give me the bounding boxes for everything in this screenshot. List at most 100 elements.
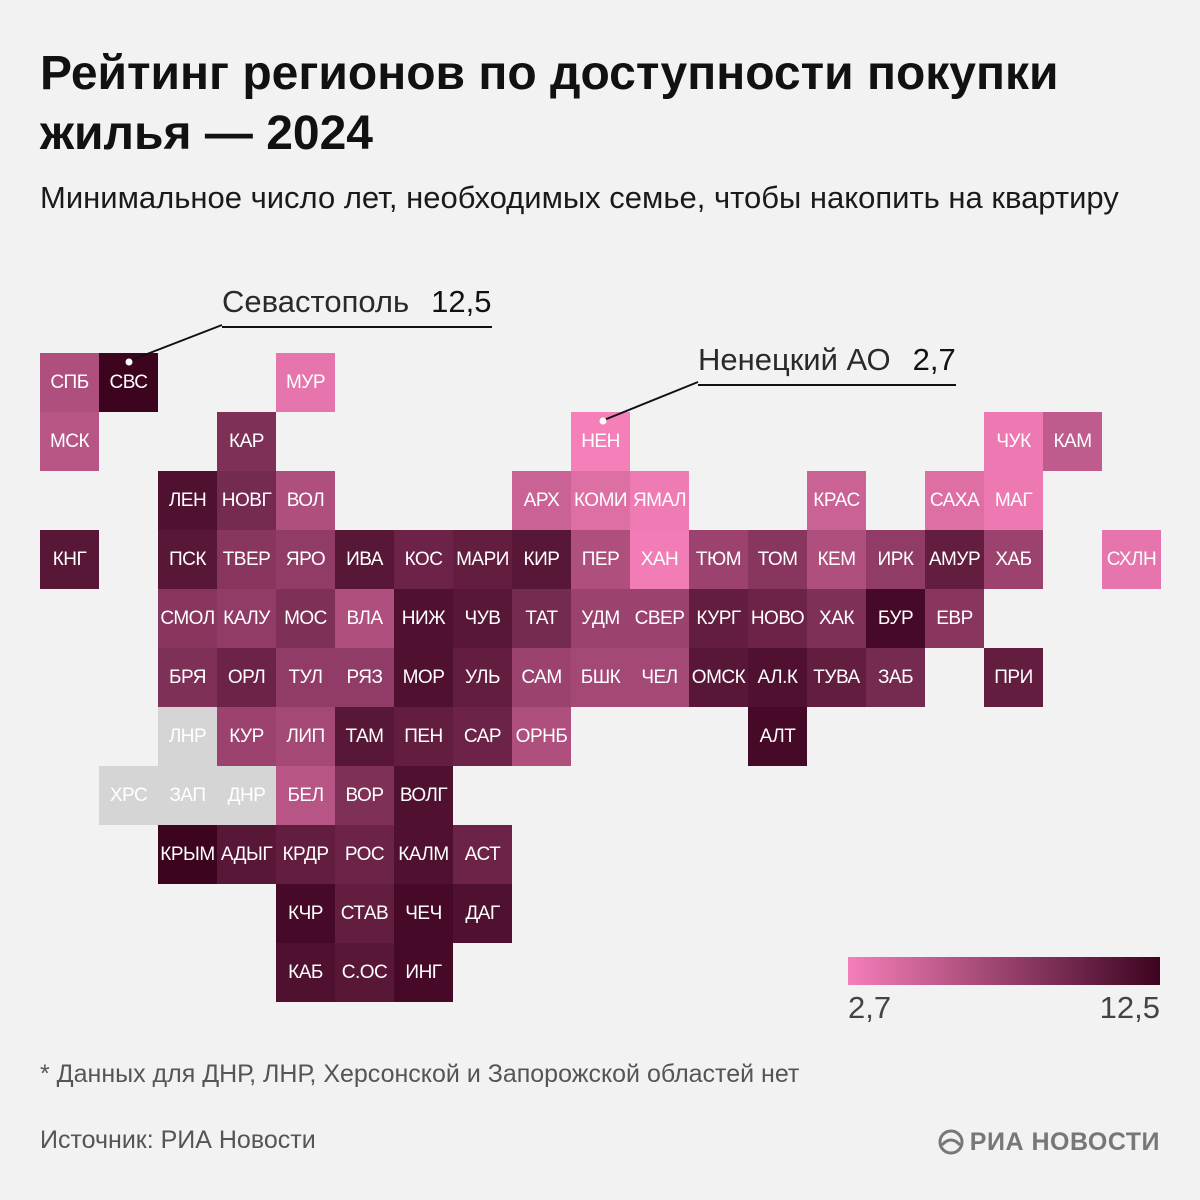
- region-tile-кос: КОС: [394, 530, 453, 589]
- region-tile-ряз: РЯЗ: [335, 648, 394, 707]
- region-tile-инг: ИНГ: [394, 943, 453, 1002]
- region-tile-лнр: ЛНР: [158, 707, 217, 766]
- region-tile-коми: КОМИ: [571, 471, 630, 530]
- callout-sevastopol-value: 12,5: [431, 284, 492, 319]
- region-tile-маг: МАГ: [984, 471, 1043, 530]
- region-tile-с.ос: С.ОС: [335, 943, 394, 1002]
- region-tile-вла: ВЛА: [335, 589, 394, 648]
- region-tile-мос: МОС: [276, 589, 335, 648]
- region-tile-хрс: ХРС: [99, 766, 158, 825]
- region-tile-чук: ЧУК: [984, 412, 1043, 471]
- sevastopol-marker-dot: [125, 358, 133, 366]
- callout-sevastopol-name: Севастополь: [222, 284, 410, 319]
- region-tile-бря: БРЯ: [158, 648, 217, 707]
- region-tile-спб: СПБ: [40, 353, 99, 412]
- region-tile-ива: ИВА: [335, 530, 394, 589]
- region-tile-алт: АЛТ: [748, 707, 807, 766]
- region-tile-кам: КАМ: [1043, 412, 1102, 471]
- region-tile-чел: ЧЕЛ: [630, 648, 689, 707]
- region-tile-крым: КРЫМ: [158, 825, 217, 884]
- callout-nenets: Ненецкий АО 2,7: [698, 342, 956, 386]
- region-tile-саха: САХА: [925, 471, 984, 530]
- region-tile-адыг: АДЫГ: [217, 825, 276, 884]
- region-tile-новг: НОВГ: [217, 471, 276, 530]
- region-tile-кар: КАР: [217, 412, 276, 471]
- region-tile-хан: ХАН: [630, 530, 689, 589]
- region-tile-ниж: НИЖ: [394, 589, 453, 648]
- region-tile-пер: ПЕР: [571, 530, 630, 589]
- region-tile-сар: САР: [453, 707, 512, 766]
- region-tile-тува: ТУВА: [807, 648, 866, 707]
- chart-subtitle: Минимальное число лет, необходимых семье…: [40, 180, 1119, 215]
- callout-nenets-value: 2,7: [912, 342, 956, 377]
- region-tile-чув: ЧУВ: [453, 589, 512, 648]
- region-tile-при: ПРИ: [984, 648, 1043, 707]
- region-tile-зап: ЗАП: [158, 766, 217, 825]
- nenets-leader-line: [603, 381, 699, 421]
- color-scale-bar: [848, 957, 1160, 985]
- chart-title: Рейтинг регионов по доступности покупки …: [40, 47, 1059, 160]
- region-tile-мур: МУР: [276, 353, 335, 412]
- region-tile-заб: ЗАБ: [866, 648, 925, 707]
- region-tile-орл: ОРЛ: [217, 648, 276, 707]
- region-tile-ямал: ЯМАЛ: [630, 471, 689, 530]
- region-tile-хаб: ХАБ: [984, 530, 1043, 589]
- region-tile-лен: ЛЕН: [158, 471, 217, 530]
- region-tile-твер: ТВЕР: [217, 530, 276, 589]
- region-tile-орнб: ОРНБ: [512, 707, 571, 766]
- color-scale-max-label: 12,5: [1099, 990, 1160, 1025]
- region-tile-ал.к: АЛ.К: [748, 648, 807, 707]
- region-tile-евр: ЕВР: [925, 589, 984, 648]
- region-tile-лип: ЛИП: [276, 707, 335, 766]
- region-tile-став: СТАВ: [335, 884, 394, 943]
- region-tile-свер: СВЕР: [630, 589, 689, 648]
- region-tile-кург: КУРГ: [689, 589, 748, 648]
- ria-logo-text: РИА НОВОСТИ: [969, 1127, 1160, 1156]
- region-tile-вор: ВОР: [335, 766, 394, 825]
- region-tile-удм: УДМ: [571, 589, 630, 648]
- region-tile-мск: МСК: [40, 412, 99, 471]
- region-tile-калм: КАЛМ: [394, 825, 453, 884]
- footnote: * Данных для ДНР, ЛНР, Херсонской и Запо…: [40, 1060, 800, 1088]
- region-tile-калу: КАЛУ: [217, 589, 276, 648]
- ria-logo: РИА НОВОСТИ: [938, 1124, 1160, 1160]
- region-tile-сам: САМ: [512, 648, 571, 707]
- region-tile-аст: АСТ: [453, 825, 512, 884]
- region-tile-тюм: ТЮМ: [689, 530, 748, 589]
- region-tile-пен: ПЕН: [394, 707, 453, 766]
- ria-logo-icon: [938, 1129, 964, 1155]
- sevastopol-leader-line: [128, 324, 223, 362]
- region-tile-тул: ТУЛ: [276, 648, 335, 707]
- region-tile-крас: КРАС: [807, 471, 866, 530]
- region-tile-арх: АРХ: [512, 471, 571, 530]
- region-tile-кир: КИР: [512, 530, 571, 589]
- region-tile-волг: ВОЛГ: [394, 766, 453, 825]
- region-tile-амур: АМУР: [925, 530, 984, 589]
- region-tile-чеч: ЧЕЧ: [394, 884, 453, 943]
- region-tile-кем: КЕМ: [807, 530, 866, 589]
- region-tile-рос: РОС: [335, 825, 394, 884]
- region-tile-бур: БУР: [866, 589, 925, 648]
- source-credit: Источник: РИА Новости: [40, 1126, 316, 1154]
- region-tile-бел: БЕЛ: [276, 766, 335, 825]
- region-tile-кнг: КНГ: [40, 530, 99, 589]
- region-tile-схлн: СХЛН: [1102, 530, 1161, 589]
- region-tile-тат: ТАТ: [512, 589, 571, 648]
- region-tile-ирк: ИРК: [866, 530, 925, 589]
- region-tile-том: ТОМ: [748, 530, 807, 589]
- region-tile-кчр: КЧР: [276, 884, 335, 943]
- region-tile-мор: МОР: [394, 648, 453, 707]
- region-tile-пск: ПСК: [158, 530, 217, 589]
- region-tile-бшк: БШК: [571, 648, 630, 707]
- region-tile-каб: КАБ: [276, 943, 335, 1002]
- region-tile-вол: ВОЛ: [276, 471, 335, 530]
- region-tile-омск: ОМСК: [689, 648, 748, 707]
- region-tile-кур: КУР: [217, 707, 276, 766]
- region-tile-смол: СМОЛ: [158, 589, 217, 648]
- nenets-marker-dot: [599, 417, 607, 425]
- region-tile-даг: ДАГ: [453, 884, 512, 943]
- region-tile-мари: МАРИ: [453, 530, 512, 589]
- callout-sevastopol: Севастополь 12,5: [222, 284, 492, 328]
